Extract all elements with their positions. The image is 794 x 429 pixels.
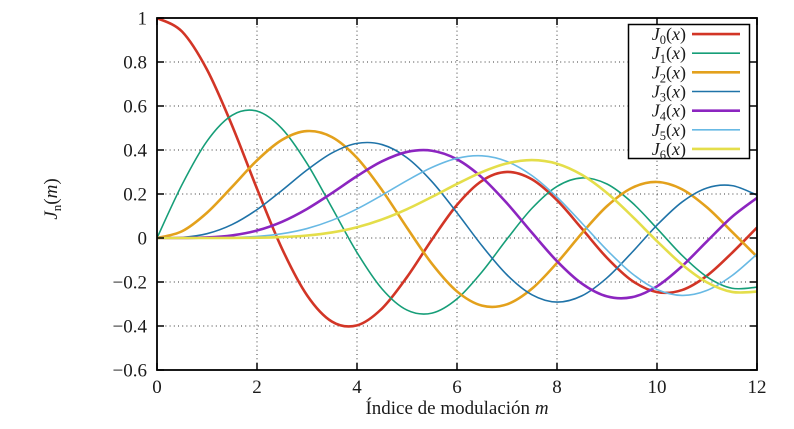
y-tick-label: 0.4 <box>123 141 147 162</box>
y-tick-label: 0.8 <box>123 53 147 74</box>
y-axis-label: Jn(m) <box>41 178 65 219</box>
x-tick-label: 4 <box>352 377 362 398</box>
curve-j6 <box>157 158 757 294</box>
tick-labels: 0 2 4 6 8 10 12 1 0.8 0.6 0.4 0.2 0 −0.2 −0.4 −0.6 <box>113 9 767 399</box>
y-tick-label: 0.6 <box>123 97 147 118</box>
y-axis-label-close-paren: ) <box>41 178 62 185</box>
legend-item-j2: J2(x) <box>652 62 740 85</box>
y-tick-label: −0.6 <box>113 361 147 382</box>
legend-item-j0: J0(x) <box>652 24 740 47</box>
x-tick-label: 10 <box>648 377 667 398</box>
y-axis-label-base: J <box>41 211 62 220</box>
legend-item-j6: J6(x) <box>652 139 740 162</box>
legend-item-j4: J4(x) <box>652 101 740 124</box>
y-axis-label-subscript: n <box>49 204 64 212</box>
curve-j3 <box>157 141 757 303</box>
y-axis-label-argument: m <box>41 184 62 199</box>
legend-item-j5: J5(x) <box>652 120 740 143</box>
legend-label: J2(x) <box>652 62 686 85</box>
ticks <box>156 17 758 371</box>
x-tick-label: 12 <box>748 377 767 398</box>
x-tick-label: 0 <box>152 377 162 398</box>
x-tick-label: 8 <box>552 377 562 398</box>
curves <box>157 18 757 328</box>
x-axis-label: Índice de modulación m <box>157 398 757 420</box>
curve-j2 <box>157 129 757 309</box>
y-tick-label: 0 <box>138 229 148 250</box>
legend-label: J5(x) <box>652 120 686 143</box>
curve-j4 <box>157 148 757 300</box>
x-tick-label: 6 <box>452 377 462 398</box>
legend-label: J0(x) <box>652 24 686 47</box>
y-axis-label-open-paren: ( <box>41 198 62 205</box>
legend-label: J6(x) <box>652 139 686 162</box>
legend: J0(x)J1(x)J2(x)J3(x)J4(x)J5(x)J6(x) <box>627 23 751 162</box>
x-axis-label-text: Índice de modulación <box>365 398 531 419</box>
y-tick-label: 0.2 <box>123 185 147 206</box>
curve-j1 <box>157 109 757 315</box>
legend-label: J4(x) <box>652 101 686 124</box>
y-tick-label: −0.2 <box>113 273 147 294</box>
legend-label: J3(x) <box>652 82 686 105</box>
x-tick-label: 2 <box>252 377 262 398</box>
y-tick-label: −0.4 <box>113 317 148 338</box>
legend-item-j1: J1(x) <box>652 43 740 66</box>
curve-j0 <box>157 18 757 328</box>
legend-label: J1(x) <box>652 43 686 66</box>
x-axis-label-variable: m <box>534 398 549 419</box>
legend-item-j3: J3(x) <box>652 82 740 105</box>
y-tick-label: 1 <box>138 9 148 30</box>
